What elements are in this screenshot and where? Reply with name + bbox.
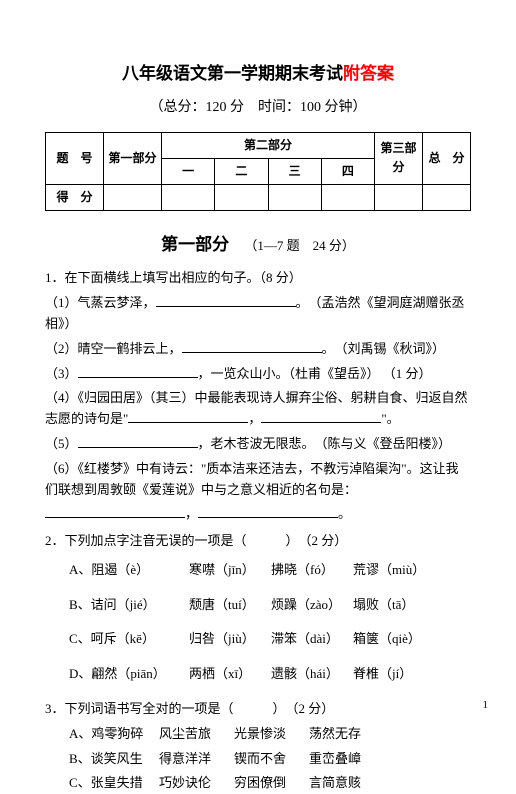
cell-s3 (268, 184, 321, 210)
q1-6: （6）《红楼梦》中有诗云："质本洁来还洁去，不教污淖陷渠沟"。这让我们联想到周敦… (45, 459, 471, 501)
q3-b-3: 锲而不舍 (234, 749, 309, 770)
q2-c-label: C、呵斥（kē） (69, 629, 189, 650)
q2-d-3: 脊椎（jí） (353, 664, 435, 685)
th-total: 总 分 (423, 132, 471, 184)
q1-5: （5） ，老木苍波无限悲。 （陈与义《登岳阳楼》） (45, 434, 471, 455)
q1-2: （2）晴空一鹤排云上， 。 （刘禹锡《秋词》） (45, 339, 471, 360)
q3-a-4: 荡然无存 (309, 724, 384, 745)
q1-3-b: ，一览众山小。（杜甫《望岳》） （1 分） (198, 366, 432, 381)
q1-2-a: （2）晴空一鹤排云上， (45, 341, 182, 356)
blank (182, 339, 322, 353)
q3-c: C、张皇失措 巧妙诀伦 穷困僚倒 言简意赅 (45, 773, 471, 794)
q2-a-3: 荒谬（miù） (353, 560, 435, 581)
q2-options: A、阻遏（è） 寒噤（jīn） 拂晓（fó） 荒谬（miù） B、诘问（jié）… (45, 560, 471, 685)
q3-b-4: 重峦叠嶂 (309, 749, 384, 770)
th-part1: 第一部分 (104, 132, 162, 184)
q2-b: B、诘问（jié） 颓唐（tuí） 烦躁（zào） 塌败（tā） (45, 595, 471, 616)
q3-options: A、鸡零狗碎 风尘苦旅 光景惨淡 荡然无存 B、谈笑风生 得意洋洋 锲而不舍 重… (45, 724, 471, 794)
cell-p3 (375, 184, 423, 210)
subtitle: （总分：120 分 时间：100 分钟） (45, 97, 471, 119)
q3-c-2: 巧妙诀伦 (159, 773, 234, 794)
q3-a: A、鸡零狗碎 风尘苦旅 光景惨淡 荡然无存 (45, 724, 471, 745)
q2-c-3: 箱箧（qiè） (353, 629, 435, 650)
q2-d: D、翩然（piān） 两栖（xī） 遗骸（hái） 脊椎（jí） (45, 664, 471, 685)
th-sub3: 三 (268, 158, 321, 184)
q2: 2．下列加点字注音无误的一项是（ ） （2 分） (45, 531, 471, 552)
q1-5-b: ，老木苍波无限悲。 （陈与义《登岳阳楼》） (198, 436, 452, 451)
q2-c-2: 滞笨（dài） (271, 629, 353, 650)
th-score: 得 分 (46, 184, 104, 210)
blank (156, 293, 296, 307)
score-table: 题 号 第一部分 第二部分 第三部 分 总 分 一 二 三 四 得 分 (45, 132, 471, 212)
q1: 1．在下面横线上填写出相应的句子。（8 分） (45, 268, 471, 289)
q3-b-2: 得意洋洋 (159, 749, 234, 770)
blank (45, 504, 185, 518)
page-title: 八年级语文第一学期期末考试附答案 (45, 60, 471, 87)
q2-b-3: 塌败（tā） (353, 595, 435, 616)
q1-4-c: "。 (381, 411, 399, 426)
q3-a-2: 风尘苦旅 (159, 724, 234, 745)
q2-c-1: 归咎（jiù） (189, 629, 271, 650)
q1-3: （3） ，一览众山小。（杜甫《望岳》） （1 分） (45, 364, 471, 385)
q2-b-2: 烦躁（zào） (271, 595, 353, 616)
cell-s2 (215, 184, 268, 210)
q2-a-1: 寒噤（jīn） (189, 560, 271, 581)
q1-4: （4）《归园田居》（其三）中最能表现诗人摒弃尘俗、躬耕自食、归返自然志愿的诗句是… (45, 388, 471, 430)
q2-a-label: A、阻遏（è） (69, 560, 189, 581)
blank (198, 504, 338, 518)
q1-3-a: （3） (45, 366, 78, 381)
blank (128, 409, 248, 423)
th-sub1: 一 (162, 158, 215, 184)
cell-p1 (104, 184, 162, 210)
section-1-sub: （1—7 题 24 分） (244, 238, 355, 253)
q2-c: C、呵斥（kē） 归咎（jiù） 滞笨（dài） 箱箧（qiè） (45, 629, 471, 650)
q2-d-1: 两栖（xī） (189, 664, 271, 685)
q2-a-2: 拂晓（fó） (271, 560, 353, 581)
q1-1: （1）气蒸云梦泽，。 （孟浩然《望洞庭湖赠张丞相》） (45, 293, 471, 335)
q1-6-c: 。 (338, 506, 351, 521)
q3-c-4: 言简意赅 (309, 773, 384, 794)
q2-a: A、阻遏（è） 寒噤（jīn） 拂晓（fó） 荒谬（miù） (45, 560, 471, 581)
th-part2: 第二部分 (162, 132, 375, 158)
q2-b-1: 颓唐（tuí） (189, 595, 271, 616)
blank (78, 434, 198, 448)
q3-b: B、谈笑风生 得意洋洋 锲而不舍 重峦叠嶂 (45, 749, 471, 770)
section-1-title: 第一部分 (161, 235, 229, 254)
q3: 3．下列词语书写全对的一项是（ ） （2 分） (45, 699, 471, 720)
q2-d-label: D、翩然（piān） (69, 664, 189, 685)
cell-s4 (321, 184, 374, 210)
q2-d-2: 遗骸（hái） (271, 664, 353, 685)
q1-4-b: ， (248, 411, 261, 426)
q1-6-b: ， (185, 506, 198, 521)
q3-b-1: B、谈笑风生 (69, 749, 159, 770)
q3-c-1: C、张皇失措 (69, 773, 159, 794)
title-suffix: 附答案 (343, 64, 394, 83)
section-1-header: 第一部分 （1—7 题 24 分） (45, 231, 471, 258)
q1-6-a: （6）《红楼梦》中有诗云："质本洁来还洁去，不教污淖陷渠沟"。这让我们联想到周敦… (45, 461, 459, 497)
q1-5-a: （5） (45, 436, 78, 451)
th-num: 题 号 (46, 132, 104, 184)
blank (261, 409, 381, 423)
q3-a-3: 光景惨淡 (234, 724, 309, 745)
q3-c-3: 穷困僚倒 (234, 773, 309, 794)
th-sub2: 二 (215, 158, 268, 184)
th-sub4: 四 (321, 158, 374, 184)
th-part3: 第三部 分 (375, 132, 423, 184)
q1-6-line2: ，。 (45, 504, 471, 525)
q1-1-a: （1）气蒸云梦泽， (45, 295, 156, 310)
q1-2-b: 。 （刘禹锡《秋词》） (322, 341, 446, 356)
cell-total (423, 184, 471, 210)
q2-b-label: B、诘问（jié） (69, 595, 189, 616)
page-number: 1 (483, 697, 489, 715)
blank (78, 364, 198, 378)
title-main: 八年级语文第一学期期末考试 (122, 64, 343, 83)
q3-a-1: A、鸡零狗碎 (69, 724, 159, 745)
cell-s1 (162, 184, 215, 210)
